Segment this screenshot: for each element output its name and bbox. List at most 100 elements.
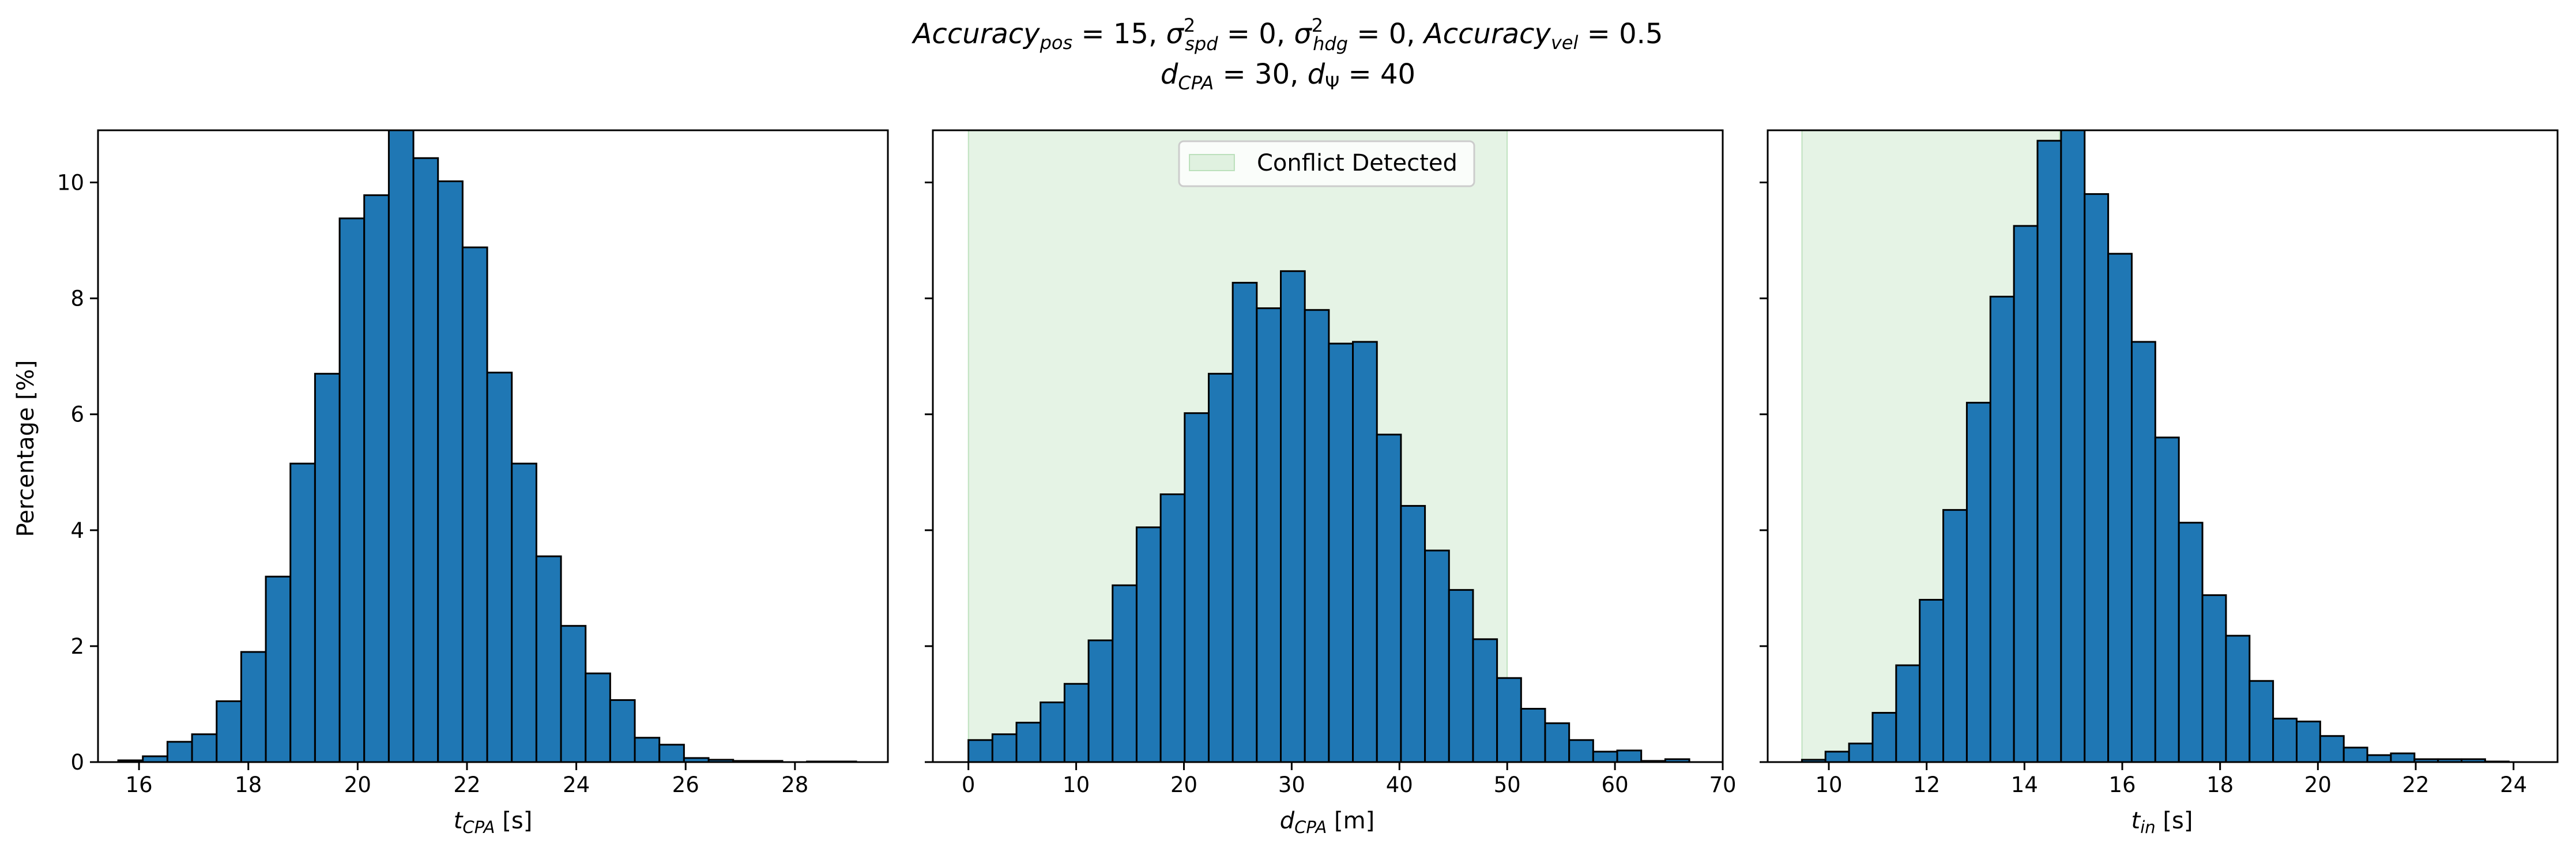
histogram-bar	[289, 462, 316, 762]
histogram-bar	[585, 672, 611, 762]
histogram-bar	[609, 699, 636, 762]
histogram-bar	[338, 217, 366, 762]
histogram-bar	[387, 130, 415, 762]
histogram-bar	[1472, 638, 1498, 762]
histogram-bar	[191, 733, 218, 762]
histogram-bar	[1376, 433, 1402, 762]
panel-tin: 10 12 14 16 18 20 22 24	[1760, 129, 2559, 797]
x-tick-label: 24	[2500, 772, 2527, 797]
histogram-bar	[461, 246, 488, 762]
histogram-bar	[1063, 683, 1090, 762]
x-tick-label: 26	[672, 772, 699, 797]
figure-title-line2: dCPA = 30, dΨ = 40	[1161, 58, 1415, 94]
histogram-bar	[2084, 193, 2110, 762]
legend-frame	[1178, 140, 1475, 187]
histogram-bar	[437, 180, 464, 762]
histogram-bar	[2390, 752, 2416, 762]
axes-frame-dcpa	[932, 129, 1724, 763]
histogram-bar	[2461, 758, 2486, 762]
histogram-bar	[511, 462, 537, 762]
histogram-bar	[2319, 735, 2345, 762]
x-tick-label: 10	[1815, 772, 1842, 797]
y-axis-label: Percentage [%]	[13, 360, 39, 537]
x-tick-label: 0	[962, 772, 976, 797]
histogram-bar	[412, 157, 439, 762]
histogram-bar	[1256, 307, 1282, 762]
histogram-bar	[166, 741, 193, 762]
y-tick-label: 0	[70, 750, 84, 775]
histogram-bar	[1942, 509, 1968, 762]
histogram-bar	[1848, 742, 1874, 762]
histogram-bar	[1919, 598, 1945, 762]
histogram-bar	[2249, 680, 2274, 762]
plot-area-tin	[1801, 130, 2510, 762]
x-axis-label-tcpa: tCPA [s]	[454, 808, 533, 837]
x-tick-label: 18	[235, 772, 262, 797]
x-tick-label: 16	[126, 772, 153, 797]
x-tick-label: 28	[781, 772, 808, 797]
histogram-bar	[142, 755, 168, 762]
histogram-bar	[1664, 758, 1690, 762]
histogram-bar	[1015, 722, 1042, 762]
histogram-bar	[1184, 412, 1210, 762]
histogram-bar	[1424, 549, 1450, 762]
x-tick-label: 12	[1913, 772, 1940, 797]
histogram-bar	[1824, 751, 1850, 762]
histogram-bar	[1544, 722, 1571, 762]
histogram-bar	[535, 555, 562, 762]
histogram-bar	[2130, 341, 2156, 762]
histogram-bar	[1400, 505, 1426, 762]
x-tick-label: 20	[2304, 772, 2332, 797]
histogram-bar	[265, 575, 292, 762]
histogram-bar	[658, 744, 685, 762]
histogram-bar	[1592, 751, 1618, 762]
x-tick-label: 40	[1386, 772, 1413, 797]
x-tick-label: 60	[1602, 772, 1629, 797]
histogram-bar	[1520, 707, 1546, 762]
histogram-bar	[2366, 754, 2392, 762]
x-tick-label: 14	[2011, 772, 2038, 797]
x-tick-label: 24	[563, 772, 590, 797]
legend-label-conflict: Conflict Detected	[1257, 150, 1458, 176]
histogram-bar	[1989, 296, 2015, 762]
x-axis-label-dcpa: dCPA [m]	[1280, 808, 1374, 837]
histogram-bar	[363, 194, 390, 762]
histogram-bar	[634, 737, 661, 762]
histogram-bar	[2107, 252, 2133, 762]
y-tick-label: 10	[57, 170, 84, 195]
x-axis-label-tin: tin [s]	[2131, 808, 2193, 837]
histogram-bar	[967, 739, 993, 762]
figure-title-line1: Accuracypos = 15, σ2 spd = 0, σ2 hdg = 0, …	[912, 14, 1663, 55]
histogram-bar	[2342, 747, 2368, 762]
x-tick-label: 22	[2402, 772, 2429, 797]
x-tick-label: 18	[2206, 772, 2234, 797]
histogram-bar	[2272, 718, 2298, 762]
x-tick-label: 20	[1170, 772, 1197, 797]
histogram-bar	[1895, 664, 1921, 762]
x-tick-label: 16	[2108, 772, 2136, 797]
histogram-bar	[1496, 677, 1522, 762]
histogram-bar	[2178, 522, 2204, 762]
histogram-bar	[1328, 342, 1354, 762]
histogram-bar	[1040, 701, 1065, 762]
x-tick-label: 22	[453, 772, 480, 797]
x-tick-label: 10	[1063, 772, 1090, 797]
y-tick-label: 8	[70, 286, 84, 311]
histogram-bar	[2060, 130, 2086, 762]
histogram-bar	[1871, 712, 1897, 762]
y-tick-label: 6	[70, 402, 84, 427]
y-tick-label: 2	[70, 634, 84, 659]
x-tick-label: 70	[1709, 772, 1736, 797]
histogram-bar	[1568, 739, 1594, 762]
histogram-bar	[1112, 584, 1138, 762]
histogram-bar	[2154, 436, 2180, 762]
histogram-bar	[1352, 341, 1378, 762]
histogram-bar	[1087, 639, 1114, 762]
legend: Conflict Detected	[1178, 140, 1475, 187]
histogram-bar	[1965, 402, 1991, 762]
histogram-bar	[486, 371, 513, 762]
x-tick-label: 50	[1494, 772, 1521, 797]
axes-frame-tin	[1767, 129, 2559, 763]
